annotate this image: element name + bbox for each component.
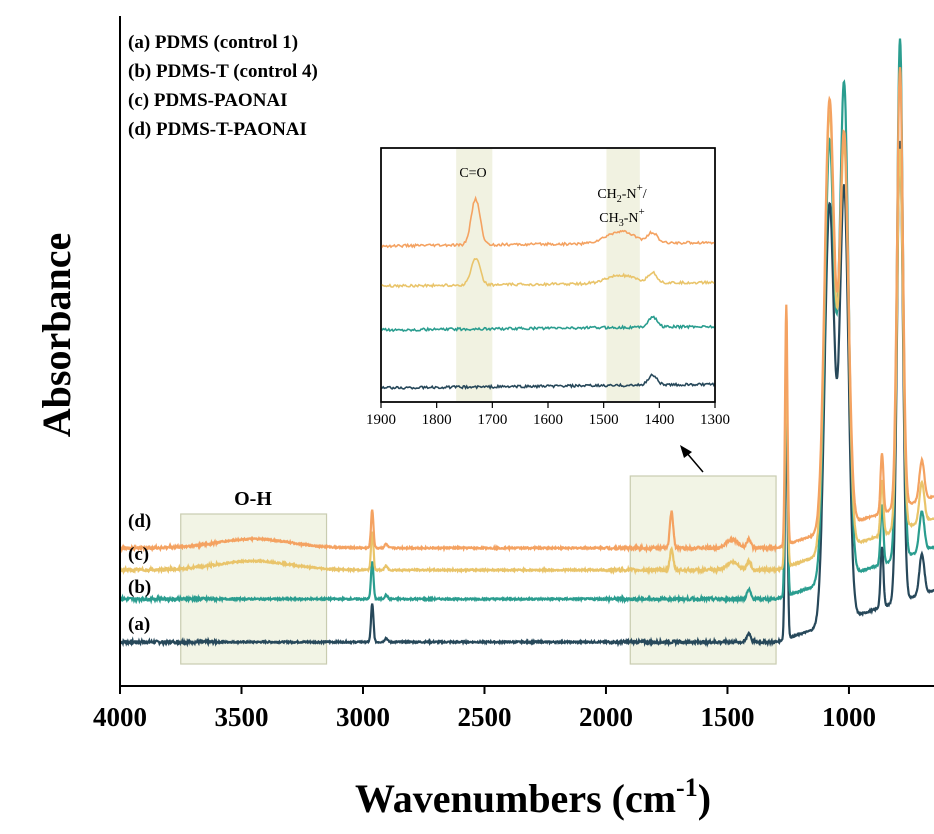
x-tick-label: 4000 [93, 702, 147, 732]
curve-tag-a: (a) [128, 614, 150, 635]
series-line-d [120, 67, 934, 554]
x-tick-label: 2500 [457, 702, 511, 732]
x-tick-label: 2000 [579, 702, 633, 732]
inset-band-label-ch2n: CH2-N+/ [597, 182, 646, 205]
inset-x-tick-label: 1400 [644, 412, 674, 428]
x-tick-label: 3000 [336, 702, 390, 732]
inset-arrow [680, 445, 704, 473]
inset-x-tick-label: 1500 [589, 412, 619, 428]
legend-entry: (c) PDMS-PAONAI [128, 90, 288, 111]
inset-x-tick-label: 1600 [533, 412, 563, 428]
curve-tag-b: (b) [128, 577, 151, 598]
inset-panel: 1900 1800 1700 1600 1500 1400 1300 C=O CH2-N+/… [366, 147, 730, 428]
inset-spectra [381, 195, 715, 391]
legend: (a) PDMS (control 1) (b) PDMS-T (control… [128, 32, 318, 140]
x-ticks: 4000 3500 3000 2500 2000 1500 1000 [93, 686, 876, 732]
inset-series-line-a [381, 373, 715, 391]
legend-entry: (b) PDMS-T (control 4) [128, 61, 318, 82]
inset-series-line-b [381, 315, 715, 333]
x-tick-label: 1000 [822, 702, 876, 732]
x-tick-label: 3500 [214, 702, 268, 732]
inset-x-tick-label: 1700 [477, 412, 507, 428]
x-axis-title: Wavenumbers (cm-1) [355, 773, 711, 821]
spectra-lines [120, 38, 934, 648]
series-line-a [120, 140, 934, 648]
inset-series-line-c [381, 257, 715, 289]
y-axis-title: Absorbance [34, 233, 79, 437]
inset-band [456, 149, 493, 401]
legend-entry: (d) PDMS-T-PAONAI [128, 119, 307, 140]
curve-tag-d: (d) [128, 511, 151, 532]
x-tick-label: 1500 [700, 702, 754, 732]
legend-entry: (a) PDMS (control 1) [128, 32, 298, 53]
series-line-b [120, 38, 934, 605]
curve-tag-c: (c) [128, 544, 149, 565]
series-line-c [120, 108, 934, 576]
inset-band-label-ch3n: CH3-N+ [599, 206, 644, 229]
inset-series-line-d [381, 195, 715, 249]
inset-x-tick-label: 1900 [366, 412, 396, 428]
inset-x-tick-label: 1300 [700, 412, 730, 428]
inset-band-label-co: C=O [459, 166, 486, 181]
inset-x-ticks: 1900 1800 1700 1600 1500 1400 1300 [366, 402, 730, 428]
inset-x-tick-label: 1800 [422, 412, 452, 428]
region-label-oh: O-H [234, 488, 272, 510]
